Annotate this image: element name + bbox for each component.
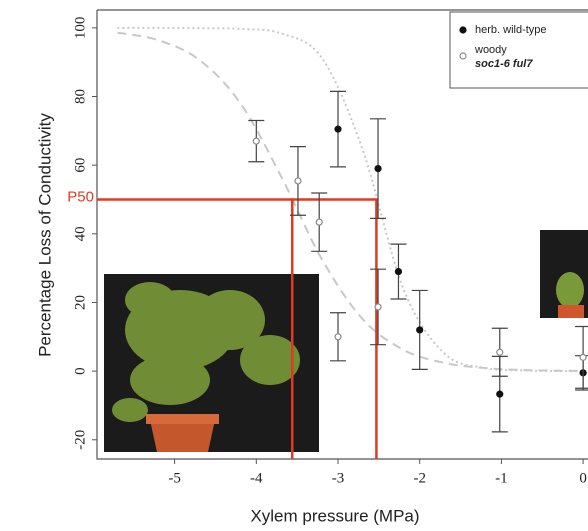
data-point <box>252 137 260 145</box>
data-point <box>579 353 587 361</box>
legend-label: woody <box>474 44 507 56</box>
data-point <box>416 326 424 334</box>
legend-marker <box>459 52 467 60</box>
legend: herb. wild-type woody soc1-6 ful7 <box>449 11 588 89</box>
axis-frame <box>96 9 588 460</box>
data-point <box>394 267 403 276</box>
x-tick-label: -5 <box>168 470 181 486</box>
data-point <box>294 177 302 185</box>
x-tick-label: -2 <box>413 470 426 486</box>
y-tick-label: -20 <box>72 430 88 450</box>
p50-line <box>97 198 378 459</box>
x-tick-label: -3 <box>332 470 345 486</box>
plant-photo <box>104 274 319 452</box>
y-tick-label: 60 <box>72 158 88 173</box>
legend-marker <box>459 26 467 34</box>
data-point <box>496 348 504 356</box>
data-point <box>374 164 382 173</box>
y-tick-label: 80 <box>72 89 88 104</box>
data-point <box>374 303 382 311</box>
y-tick-label: 100 <box>72 17 88 39</box>
x-tick-label: -4 <box>250 470 263 486</box>
y-tick-label: 0 <box>72 367 88 375</box>
fit-curve <box>117 31 584 372</box>
y-tick-label: 20 <box>72 295 88 310</box>
legend-label: herb. wild-type <box>475 24 547 36</box>
data-point <box>334 333 342 341</box>
data-point <box>315 218 323 226</box>
y-axis-label: Percentage Loss of Conductivity <box>35 113 54 357</box>
plant-photo <box>540 230 588 318</box>
data-point <box>496 390 504 398</box>
legend-label: soc1-6 ful7 <box>475 58 533 70</box>
data-point <box>334 125 342 133</box>
y-tick-label: 40 <box>72 226 88 241</box>
x-tick-label: -1 <box>495 470 508 486</box>
x-tick-label: 0 <box>579 470 587 486</box>
x-axis-label: Xylem pressure (MPa) <box>250 506 419 525</box>
p50-label: P50 <box>67 188 94 205</box>
